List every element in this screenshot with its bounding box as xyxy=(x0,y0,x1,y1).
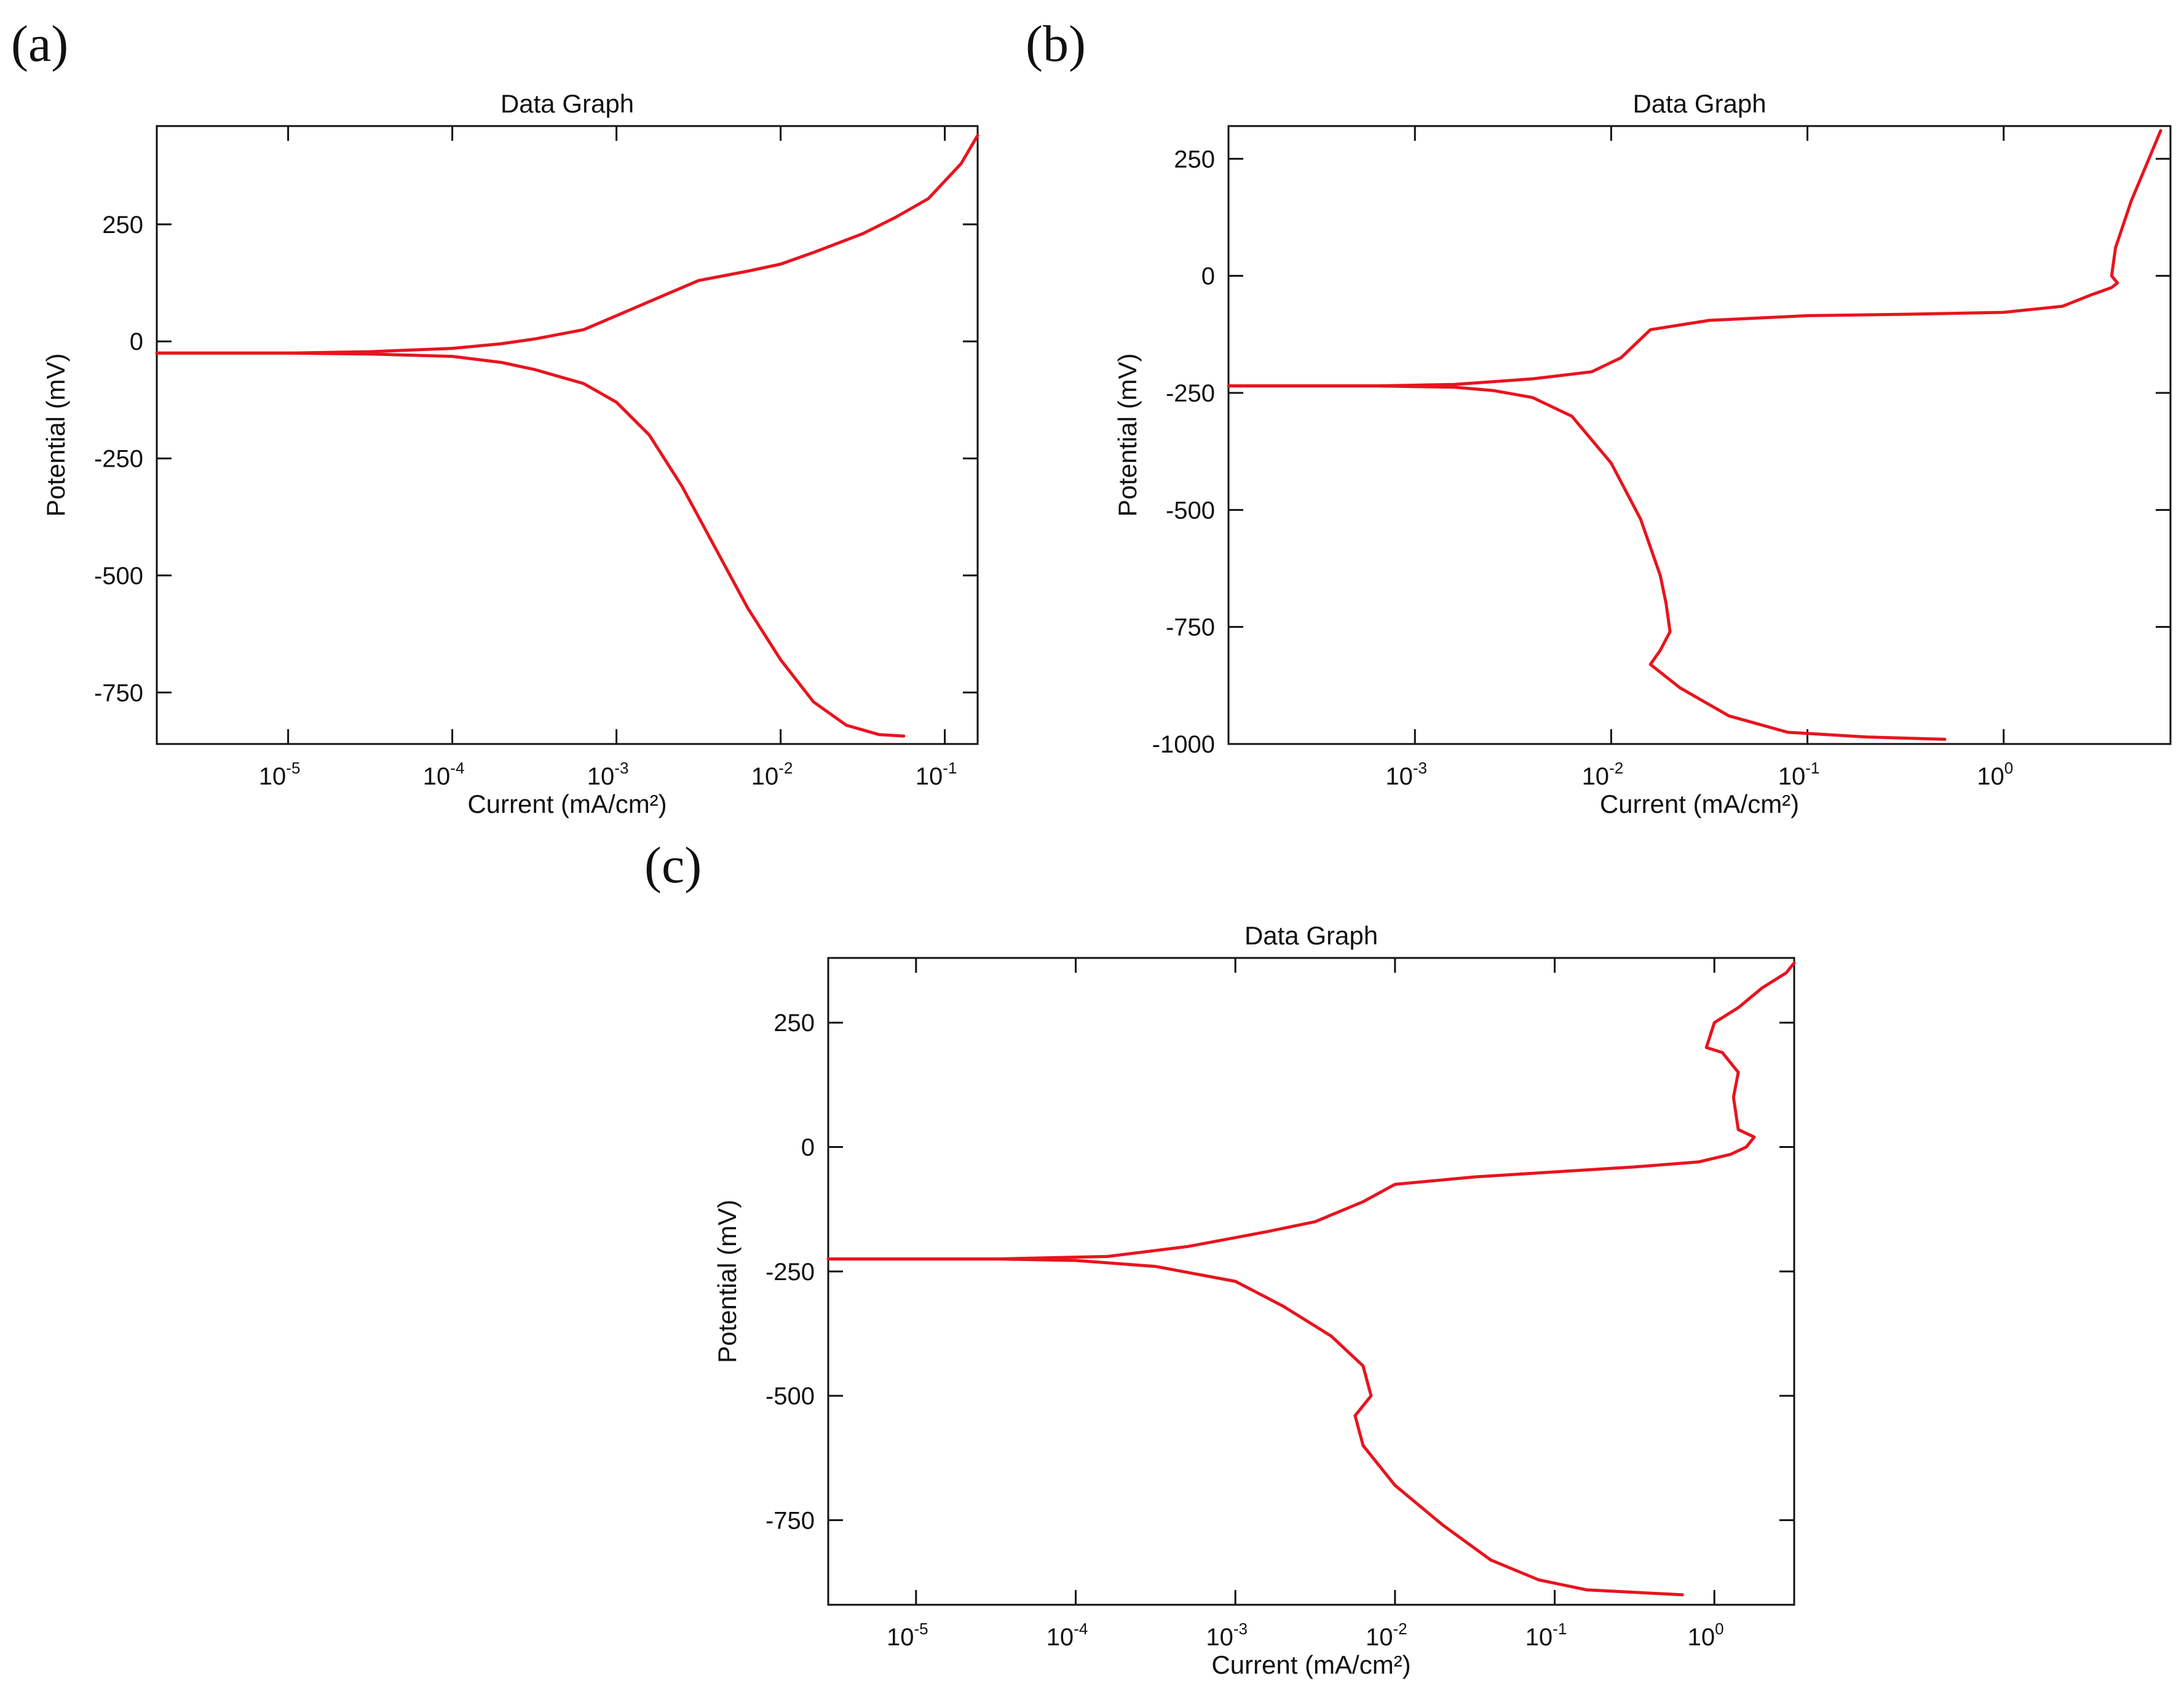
x-tick-label: 10-4 xyxy=(423,759,465,790)
y-tick-label: -250 xyxy=(1166,380,1215,407)
x-tick-label: 10-5 xyxy=(887,1620,928,1651)
panel-b-label: (b) xyxy=(1026,15,1086,73)
x-axis-label: Current (mA/cm²) xyxy=(467,789,667,818)
y-tick-label: 0 xyxy=(130,328,143,355)
x-tick-label: 10-4 xyxy=(1046,1620,1088,1651)
series-line-cathodic xyxy=(826,1257,1684,1597)
panel-a-label: (a) xyxy=(11,15,69,73)
y-tick-label: 250 xyxy=(102,212,143,239)
plot-frame xyxy=(1227,125,2172,745)
series-line-anodic xyxy=(155,133,979,355)
x-tick-label: 10-2 xyxy=(1366,1620,1407,1651)
series-line-anodic xyxy=(1227,129,2162,388)
series-line-cathodic xyxy=(155,351,906,738)
y-tick-label: -750 xyxy=(1166,614,1215,641)
chart-title: Data Graph xyxy=(501,89,634,118)
y-tick-label: -750 xyxy=(94,679,143,706)
series-line-anodic xyxy=(826,961,1796,1261)
chart-title: Data Graph xyxy=(1632,89,1766,118)
y-tick-label: 0 xyxy=(1201,263,1215,290)
y-tick-label: 250 xyxy=(774,1010,815,1037)
x-tick-label: 100 xyxy=(1688,1620,1724,1651)
y-axis-label: Potential (mV) xyxy=(1113,353,1142,516)
x-axis-label: Current (mA/cm²) xyxy=(1211,1650,1410,1679)
y-tick-label: -500 xyxy=(94,563,143,590)
x-axis-label: Current (mA/cm²) xyxy=(1600,789,1799,818)
y-tick-label: -250 xyxy=(94,446,143,473)
plot-frame xyxy=(827,957,1795,1606)
y-tick-label: 0 xyxy=(801,1134,815,1161)
x-tick-label: 10-3 xyxy=(587,759,629,790)
series-line-cathodic xyxy=(1227,384,1947,741)
y-tick-label: -750 xyxy=(766,1507,815,1534)
x-tick-label: 10-1 xyxy=(1525,1620,1567,1651)
x-tick-label: 10-3 xyxy=(1206,1620,1248,1651)
y-tick-label: -1000 xyxy=(1152,731,1215,758)
y-tick-label: -250 xyxy=(766,1259,815,1286)
y-axis-label: Potential (mV) xyxy=(713,1200,742,1363)
plot-frame xyxy=(156,125,979,745)
y-tick-label: 250 xyxy=(1174,146,1215,173)
y-tick-label: -500 xyxy=(1166,497,1215,524)
panel-c-label: (c) xyxy=(644,837,702,894)
y-tick-label: -500 xyxy=(766,1383,815,1410)
chart-title: Data Graph xyxy=(1244,921,1378,950)
y-axis-label: Potential (mV) xyxy=(41,353,70,516)
